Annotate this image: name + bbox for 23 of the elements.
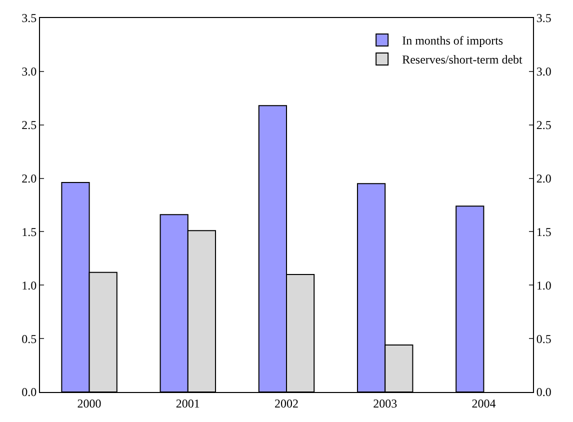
x-tick-label: 2002 [274, 396, 298, 410]
x-tick-label: 2000 [77, 396, 102, 410]
y2-tick-label: 0.5 [536, 332, 552, 346]
y-tick-label: 2.0 [22, 171, 37, 186]
y2-tick-label: 1.0 [536, 278, 552, 292]
y-tick-label: 2.5 [22, 118, 37, 132]
y-tick-label: 1.0 [22, 278, 37, 292]
y-tick-label: 3.5 [22, 11, 37, 26]
x-tick-label: 2003 [373, 396, 398, 410]
y2-tick-label: 2.5 [536, 118, 552, 132]
y2-tick-label: 1.5 [536, 224, 552, 239]
y-tick-label: 3.0 [22, 64, 37, 79]
y2-tick-label: 3.0 [536, 64, 552, 79]
y-tick-label: 1.5 [22, 224, 37, 239]
y-tick-label: 0.0 [22, 385, 37, 400]
legend-label: Reserves/short-term debt [402, 52, 524, 67]
legend-label: In months of imports [402, 34, 504, 48]
y2-tick-label: 3.5 [536, 11, 552, 26]
x-tick-label: 2001 [176, 396, 200, 410]
y2-tick-label: 2.0 [536, 171, 552, 186]
y-tick-label: 0.5 [22, 332, 37, 346]
x-tick-label: 2004 [472, 396, 496, 410]
y2-tick-label: 0.0 [536, 385, 552, 400]
